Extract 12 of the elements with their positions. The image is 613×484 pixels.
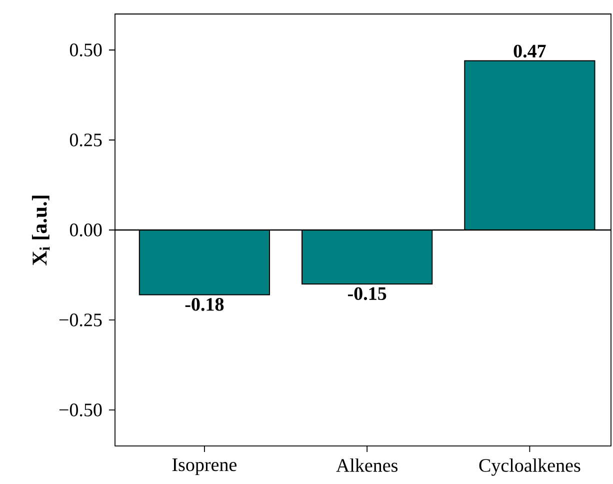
y-tick-label: 0.00 (70, 224, 102, 236)
y-tick-label: 0.25 (70, 134, 102, 146)
x-tick-label: Isoprene (172, 458, 236, 476)
data-label: 0.47 (514, 44, 546, 58)
y-tick-label: 0.50 (70, 44, 102, 56)
y-tick-label: −0.25 (59, 314, 102, 326)
y-tick-label: −0.50 (59, 404, 102, 416)
data-label: -0.18 (185, 298, 224, 311)
x-tick-label: Alkenes (336, 458, 398, 472)
data-label: -0.15 (348, 287, 386, 300)
x-tick-label: Cycloalkenes (479, 458, 580, 476)
y-axis-title: X$_{i}$ [a.u.] (32, 196, 50, 266)
